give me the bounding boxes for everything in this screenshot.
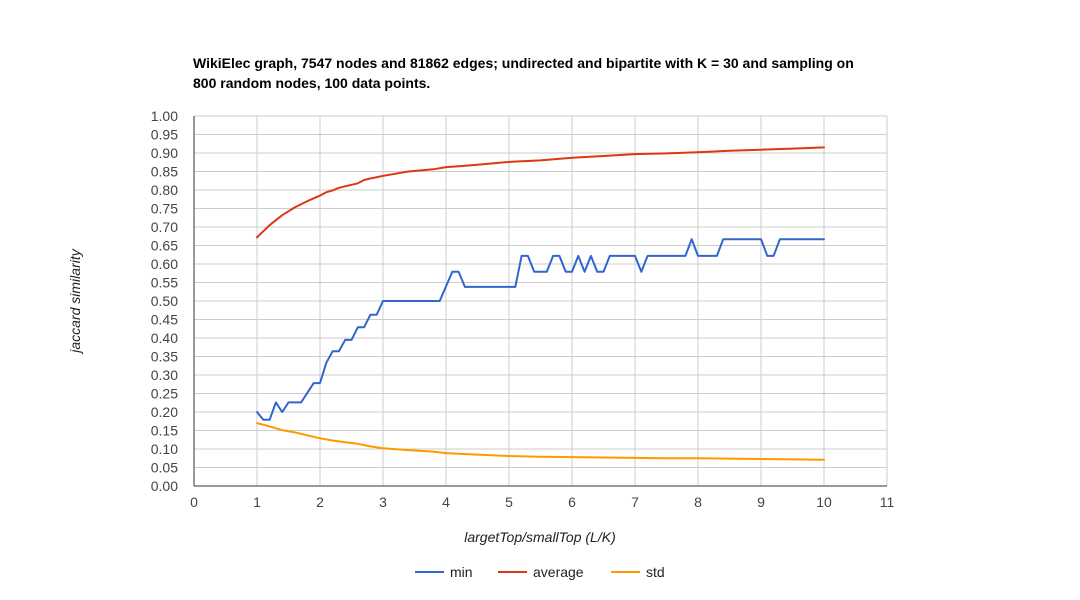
x-tick-label: 10: [816, 494, 832, 510]
legend-label-average: average: [533, 564, 584, 580]
y-tick-label: 0.45: [151, 312, 178, 328]
y-axis-label: jaccard similarity: [67, 248, 83, 354]
grid-lines: [193, 115, 888, 487]
series-lines: [256, 146, 825, 461]
series-line-min: [256, 238, 825, 421]
x-tick-label: 0: [190, 494, 198, 510]
y-axis-tick-labels: 0.00 0.05 0.10 0.15 0.20 0.25 0.30 0.35 0.40 0.45…: [151, 108, 178, 494]
y-tick-label: 0.80: [151, 182, 178, 198]
y-tick-label: 0.30: [151, 367, 178, 383]
y-tick-label: 0.75: [151, 201, 178, 217]
x-tick-label: 4: [442, 494, 450, 510]
y-tick-label: 0.00: [151, 478, 178, 494]
y-tick-label: 0.15: [151, 423, 178, 439]
legend: min average std: [415, 564, 665, 580]
y-tick-label: 0.60: [151, 256, 178, 272]
y-tick-label: 0.65: [151, 238, 178, 254]
x-tick-label: 2: [316, 494, 324, 510]
y-tick-label: 0.70: [151, 219, 178, 235]
legend-label-min: min: [450, 564, 473, 580]
y-tick-label: 0.25: [151, 386, 178, 402]
x-tick-label: 11: [880, 494, 895, 510]
y-tick-label: 0.55: [151, 275, 178, 291]
y-tick-label: 0.90: [151, 145, 178, 161]
y-tick-label: 0.05: [151, 460, 178, 476]
y-tick-label: 0.95: [151, 127, 178, 143]
chart-title-line-2: 800 random nodes, 100 data points.: [193, 75, 430, 91]
y-tick-label: 0.10: [151, 441, 178, 457]
series-line-average: [256, 146, 825, 239]
x-tick-label: 7: [631, 494, 639, 510]
x-tick-label: 5: [505, 494, 513, 510]
y-tick-label: 0.40: [151, 330, 178, 346]
x-tick-label: 3: [379, 494, 387, 510]
x-axis-label: largetTop/smallTop (L/K): [464, 529, 615, 545]
y-tick-label: 1.00: [151, 108, 178, 124]
chart-title: WikiElec graph, 7547 nodes and 81862 edg…: [193, 55, 854, 91]
y-tick-label: 0.50: [151, 293, 178, 309]
legend-label-std: std: [646, 564, 665, 580]
x-tick-label: 8: [694, 494, 702, 510]
y-tick-label: 0.35: [151, 349, 178, 365]
x-tick-label: 1: [253, 494, 261, 510]
y-tick-label: 0.20: [151, 404, 178, 420]
x-axis-tick-labels: 0 1 2 3 4 5 6 7 8 9 10 11: [190, 494, 894, 510]
y-tick-label: 0.85: [151, 164, 178, 180]
x-tick-label: 6: [568, 494, 576, 510]
series-line-std: [256, 422, 825, 461]
x-tick-label: 9: [757, 494, 765, 510]
chart-title-line-1: WikiElec graph, 7547 nodes and 81862 edg…: [193, 55, 854, 71]
